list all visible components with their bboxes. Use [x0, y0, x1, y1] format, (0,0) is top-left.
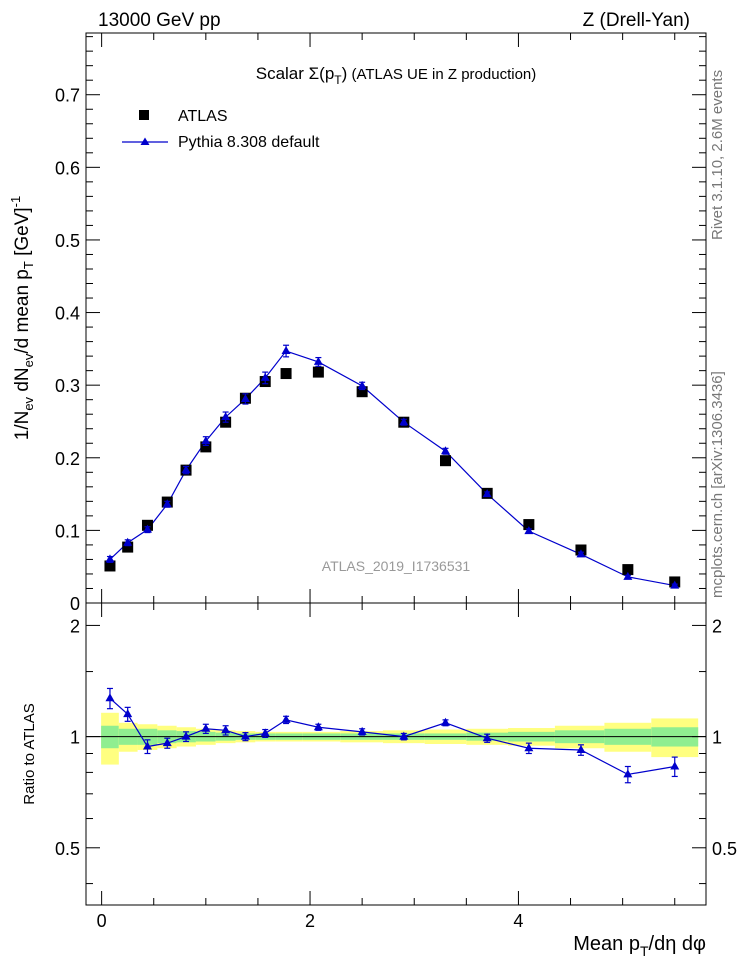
ratio-point — [142, 741, 152, 750]
ratio-point — [105, 693, 115, 702]
pythia-point — [240, 393, 250, 402]
pythia-point — [162, 499, 172, 508]
y-tick-label: 0.4 — [55, 304, 80, 324]
legend-pythia-label: Pythia 8.308 default — [178, 134, 320, 151]
pythia-series-line — [109, 350, 675, 587]
y-tick-label: 0.6 — [55, 158, 80, 178]
x-axis-label-tail: /dη dφ — [649, 933, 706, 955]
y-axis-label: 1/Nev dNev/d mean pT [GeV]-1 — [8, 196, 36, 441]
main-x-axis — [101, 33, 676, 603]
header-energy-label: 13000 GeV pp — [98, 10, 221, 31]
ratio-point — [240, 731, 250, 740]
ratio-tick-label-right: 1 — [712, 728, 722, 748]
chart-title-sub: T — [334, 73, 342, 87]
chart-title-suffix: (ATLAS UE in Z production) — [347, 66, 536, 83]
pythia-point — [623, 571, 633, 580]
pythia-point — [221, 412, 231, 421]
ratio-point — [281, 714, 291, 723]
ratio-point — [181, 731, 191, 740]
chart-title-prefix: Scalar — [256, 64, 309, 83]
ratio-point — [623, 769, 633, 778]
atlas-point — [523, 519, 535, 531]
ratio-point — [260, 728, 270, 737]
ratio-point — [440, 717, 450, 726]
main-y-axis: 0 0.1 0.2 0.3 0.4 0.5 0.6 0.7 — [55, 36, 706, 614]
pythia-point — [670, 580, 680, 589]
atlas-point — [312, 366, 324, 378]
legend: ATLAS Pythia 8.308 default — [122, 108, 320, 151]
chart-title-sigma: Σ(p — [309, 64, 335, 83]
pythia-point — [440, 446, 450, 455]
pythia-point — [281, 346, 291, 355]
main-panel: 0 0.1 0.2 0.3 0.4 0.5 0.6 0.7 Scalar Σ(pT) (ATL… — [8, 32, 707, 614]
y-tick-label: 0 — [70, 594, 80, 614]
ratio-y-axis: 0.5 0.5 1 1 2 2 — [55, 616, 737, 885]
mcplots-source-label: mcplots.cern.ch [arXiv:1306.3436] — [709, 371, 726, 598]
ratio-tick-label-left: 0.5 — [55, 839, 80, 859]
legend-atlas-marker — [139, 110, 149, 120]
chart-title-close: ) — [342, 64, 348, 83]
x-axis-label-sub: T — [640, 943, 649, 959]
x-tick-label: 2 — [305, 911, 315, 931]
pythia-point — [524, 526, 534, 535]
analysis-tag: ATLAS_2019_I1736531 — [322, 558, 471, 574]
ratio-frame — [85, 602, 707, 906]
ratio-tick-label-left: 2 — [70, 616, 80, 636]
ratio-point — [399, 731, 409, 740]
atlas-point — [200, 441, 212, 453]
pythia-point — [357, 380, 367, 389]
ratio-tick-label-right: 0.5 — [712, 839, 737, 859]
ratio-point — [576, 744, 586, 753]
ratio-uncertainty-bands — [101, 712, 699, 765]
ratio-tick-label-right: 2 — [712, 616, 722, 636]
ratio-point — [313, 722, 323, 731]
y-tick-label: 0.7 — [55, 86, 80, 106]
pythia-point — [313, 356, 323, 365]
pythia-point — [181, 465, 191, 474]
x-axis-label: Mean pT/dη dφ — [573, 933, 706, 959]
y-tick-label: 0.1 — [55, 521, 80, 541]
pythia-point — [576, 549, 586, 558]
chart-title: Scalar Σ(pT) (ATLAS UE in Z production) — [256, 64, 537, 87]
pythia-point — [201, 436, 211, 445]
legend-atlas-label: ATLAS — [178, 108, 228, 125]
y-tick-label: 0.3 — [55, 376, 80, 396]
x-tick-label: 4 — [513, 911, 523, 931]
ratio-panel: 0.5 0.5 1 1 2 2 0 2 4 Ratio to ATLAS — [21, 602, 737, 931]
ratio-tick-label-left: 1 — [70, 728, 80, 748]
ratio-y-axis-label: Ratio to ATLAS — [21, 703, 38, 804]
ratio-point — [357, 726, 367, 735]
atlas-point — [439, 455, 451, 467]
pythia-point — [260, 372, 270, 381]
main-data-marks — [104, 344, 681, 589]
pythia-point — [399, 417, 409, 426]
pythia-point — [142, 524, 152, 533]
x-axis-label-main: Mean p — [573, 933, 640, 955]
ratio-point — [221, 725, 231, 734]
legend-pythia-marker — [140, 137, 150, 145]
ratio-point — [670, 761, 680, 770]
ratio-x-axis: 0 2 4 — [97, 603, 676, 931]
pythia-line — [109, 350, 675, 587]
y-tick-label: 0.2 — [55, 449, 80, 469]
ratio-point — [524, 743, 534, 752]
pythia-point — [105, 554, 115, 563]
rivet-version-label: Rivet 3.1.10, 2.6M events — [709, 70, 726, 240]
atlas-point — [122, 541, 134, 553]
x-tick-label: 0 — [97, 911, 107, 931]
header-process-label: Z (Drell-Yan) — [583, 10, 690, 31]
ratio-point — [162, 738, 172, 747]
atlas-point — [356, 386, 368, 398]
ratio-data-marks — [105, 687, 680, 784]
atlas-point — [280, 368, 292, 380]
atlas-point — [622, 564, 634, 576]
ratio-point — [123, 709, 133, 718]
atlas-point — [104, 560, 116, 572]
ratio-point — [201, 723, 211, 732]
pythia-point — [123, 537, 133, 546]
pythia-point — [482, 489, 492, 498]
ratio-point — [482, 733, 492, 742]
y-tick-label: 0.5 — [55, 231, 80, 251]
